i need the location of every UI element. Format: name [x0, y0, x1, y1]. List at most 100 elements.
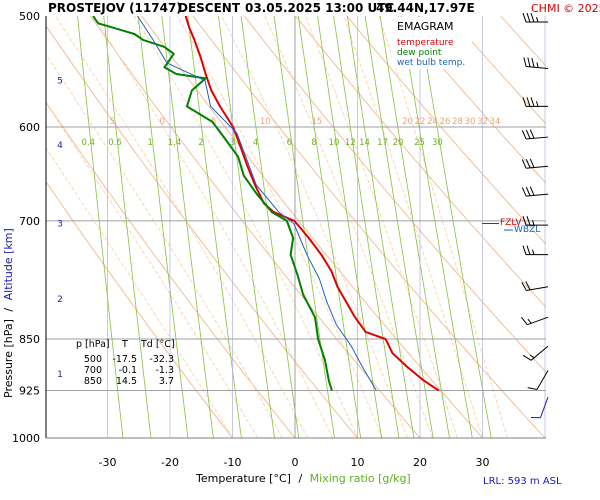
header-datetime: 03.05.2025 13:00 UTC — [245, 1, 394, 15]
mixing-ratio-value-label: 20 — [393, 138, 404, 148]
mixing-ratio-line — [137, 16, 189, 438]
dry-adiabat-line — [90, 16, 421, 438]
wind-barb-feather — [522, 354, 532, 361]
header-coords: 49.44N,17.97E — [376, 1, 475, 15]
dry-adiabat-line — [243, 16, 546, 373]
table-cell: 500 — [84, 354, 102, 365]
legend-box — [392, 17, 472, 69]
table-cell: -17.5 — [112, 354, 137, 365]
wind-barb-feather — [525, 158, 531, 169]
wind-barb-feather — [521, 130, 527, 140]
table-cell: -32.3 — [149, 354, 174, 365]
wind-barb-feather — [529, 186, 535, 196]
dry-adiabat-line — [295, 16, 546, 308]
background-lines — [46, 16, 600, 438]
wind-barb-feather — [526, 216, 531, 226]
x-axis-title-sep: / — [298, 472, 302, 485]
wind-barb-feather — [525, 129, 531, 139]
mixing-ratio-line — [297, 16, 362, 438]
table-cell: 3.7 — [159, 376, 174, 387]
mixing-ratio-line — [347, 16, 415, 438]
mixing-ratio-line — [187, 16, 242, 438]
altitude-tick-label: 5 — [57, 77, 63, 87]
table-cell: 700 — [84, 365, 102, 376]
mixing-ratio-value-label: 0.4 — [82, 138, 96, 148]
y-axis-title-sep: / — [2, 308, 15, 312]
mixing-ratio-value-label: 14 — [359, 138, 370, 148]
wind-barb-feather — [527, 57, 531, 68]
temperature-tick-label: -10 — [224, 456, 242, 469]
mixing-ratio-line — [103, 16, 152, 438]
lrl-label: LRL: 593 m ASL — [483, 476, 562, 487]
wind-barb-feather — [522, 216, 527, 226]
wind-barb-feather — [521, 281, 527, 291]
x-axis-title-mixing: Mixing ratio [g/kg] — [310, 472, 411, 485]
mixing-ratio-value-label: 1 — [148, 138, 153, 148]
wind-barb-feather — [529, 158, 535, 168]
wet-bulb-temp-series-line — [137, 16, 377, 391]
wind-barb-feather — [521, 159, 527, 169]
wind-barb — [521, 281, 549, 292]
mixing-ratio-line — [333, 16, 400, 438]
y-axis-title: Pressure [hPa] / Altitude [km] — [2, 228, 15, 398]
fzlv-label: FZLV — [500, 218, 522, 228]
mixing-ratio-value-label: 17 — [377, 138, 388, 148]
temperature-tick-label: 30 — [476, 456, 490, 469]
wind-barb — [522, 245, 548, 256]
wind-barbs — [521, 12, 549, 419]
wind-barb-half-feather — [532, 249, 535, 255]
plot-area — [46, 16, 546, 438]
altitude-tick-label: 4 — [57, 141, 63, 151]
mixing-ratio-value-label: 6 — [287, 138, 292, 148]
wind-barb-feather — [526, 12, 531, 23]
altitude-tick-label: 2 — [57, 295, 63, 305]
moist-adiabat-line — [46, 147, 233, 438]
mixing-ratio-line — [240, 16, 300, 438]
wind-barb — [521, 316, 549, 326]
dry-adiabat-line — [552, 16, 600, 438]
wind-barb-feather — [522, 12, 527, 23]
moist-adiabat-line — [46, 53, 283, 438]
wind-barb-staff — [536, 370, 549, 390]
wind-barb — [527, 370, 549, 391]
wind-barb-feather — [526, 245, 531, 255]
isotherm-value-label: 30 — [465, 117, 476, 127]
header-station: PROSTEJOV (11747) — [48, 1, 182, 15]
table-header-t: T — [121, 339, 128, 350]
wind-barb — [522, 216, 548, 226]
moist-adiabat-line — [343, 16, 483, 438]
x-axis-title: Temperature [°C] / Mixing ratio [g/kg] — [195, 472, 411, 485]
copyright: CHMI © 2025 — [531, 2, 600, 15]
mixing-ratio-value-label: 30 — [432, 138, 443, 148]
isotherm-value-label: 10 — [260, 117, 271, 127]
wind-barb-feather — [525, 186, 531, 196]
table-header-p: p [hPa] — [76, 339, 110, 350]
wind-barb-feather — [521, 316, 528, 326]
dry-adiabat-line — [46, 181, 233, 438]
y-axis-title-altitude: Altitude [km] — [2, 228, 15, 300]
wind-barb-feather — [522, 97, 527, 107]
isotherm-value-label: 24 — [427, 117, 438, 127]
mixing-ratio-value-label: 0.6 — [108, 138, 122, 148]
wind-barb-feather — [526, 97, 531, 107]
temperature-tick-label: 0 — [292, 456, 299, 469]
legend-title: EMAGRAM — [397, 20, 454, 33]
wind-barb — [522, 12, 548, 23]
table-cell: -0.1 — [118, 365, 137, 376]
temperature-tick-label: -20 — [161, 456, 179, 469]
wind-barb-feather — [530, 12, 535, 23]
mixing-ratio-line — [161, 16, 214, 438]
temperature-tick-label: -30 — [99, 456, 117, 469]
profile-series — [92, 16, 440, 392]
mixing-ratio-value-label: 3 — [230, 138, 235, 148]
wind-barb-feather — [523, 57, 527, 67]
wind-barb-feather — [525, 281, 531, 291]
legend-temperature: temperature — [397, 38, 454, 48]
mixing-ratio-value-label: 1.4 — [168, 138, 182, 148]
wind-barb-half-feather — [536, 101, 539, 107]
pressure-tick-label: 600 — [19, 121, 40, 134]
temperature-tick-label: 10 — [351, 456, 365, 469]
legend-dew-point: dew point — [397, 48, 442, 58]
isotherm-value-label: 0 — [159, 117, 164, 127]
